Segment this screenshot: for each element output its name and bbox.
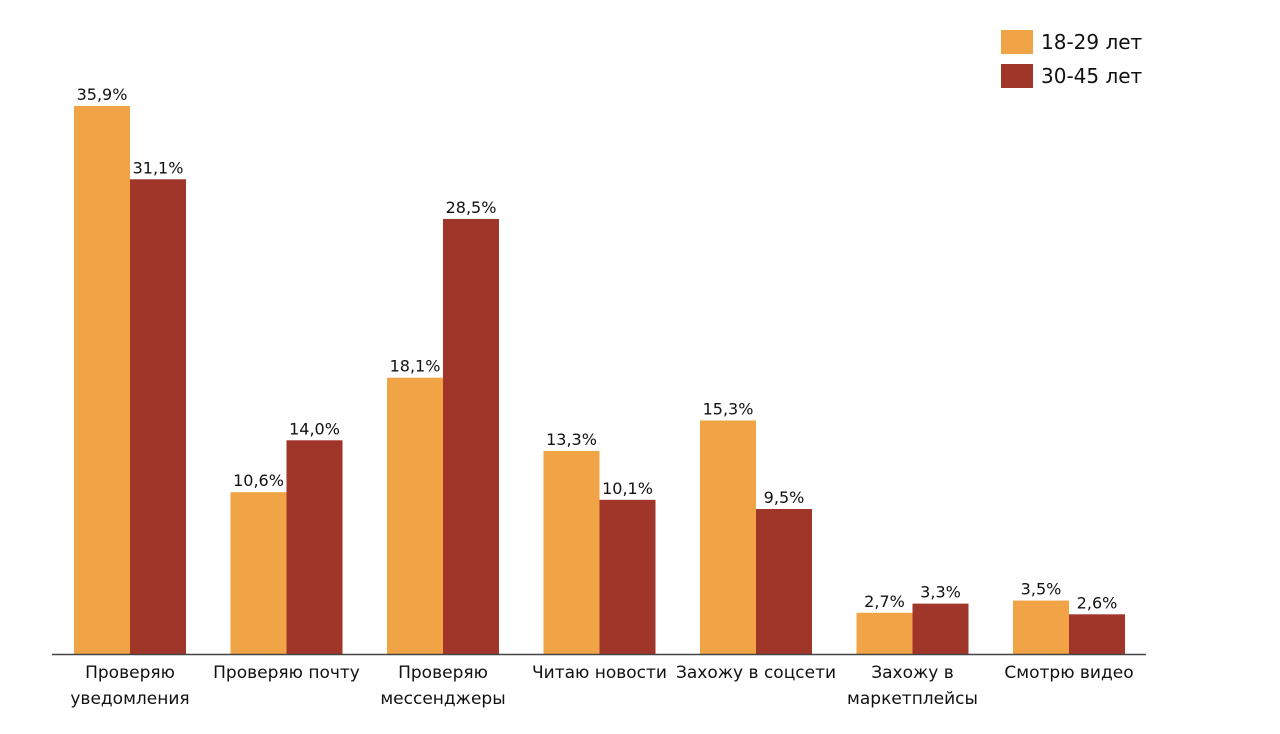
category-label-6: Смотрю видео — [1004, 663, 1133, 683]
bars-layer — [74, 106, 1125, 654]
legend-swatch-series-b — [1001, 64, 1033, 88]
value-label-series-a-4: 15,3% — [703, 399, 754, 418]
value-label-series-b-6: 2,6% — [1077, 593, 1118, 612]
category-label-5: Захожу в маркетплейсы — [847, 663, 978, 709]
value-label-series-b-4: 9,5% — [764, 488, 805, 507]
value-label-series-b-0: 31,1% — [133, 158, 184, 177]
category-label-2: Проверяю мессенджеры — [380, 663, 505, 709]
bar-series-a-3 — [543, 450, 600, 654]
bar-series-b-6 — [1069, 614, 1125, 654]
bar-series-a-5 — [856, 612, 913, 654]
value-label-series-a-3: 13,3% — [546, 430, 597, 449]
value-label-series-a-0: 35,9% — [77, 85, 128, 104]
value-label-series-b-1: 14,0% — [289, 419, 340, 438]
legend-label-series-b: 30-45 лет — [1041, 64, 1143, 88]
bar-series-a-6 — [1013, 600, 1069, 654]
category-labels-layer: Проверяю уведомления Проверяю почту Проверя… — [70, 663, 1133, 709]
value-label-series-a-2: 18,1% — [390, 357, 441, 376]
bar-series-b-5 — [912, 603, 969, 654]
legend-label-series-a: 18-29 лет — [1041, 30, 1143, 54]
bar-series-a-4 — [700, 420, 756, 654]
value-label-series-a-1: 10,6% — [233, 471, 284, 490]
category-label-0: Проверяю уведомления — [70, 663, 189, 709]
legend: 18-29 лет 30-45 лет — [1001, 30, 1143, 88]
bar-series-a-0 — [74, 106, 130, 654]
category-label-4: Захожу в соцсети — [676, 663, 836, 683]
category-label-3: Читаю новости — [532, 663, 667, 683]
category-label-1: Проверяю почту — [213, 663, 360, 683]
value-label-series-b-2: 28,5% — [446, 198, 497, 217]
value-label-series-b-3: 10,1% — [602, 479, 653, 498]
bar-series-b-0 — [130, 179, 186, 654]
value-label-series-b-5: 3,3% — [920, 583, 961, 602]
bar-series-b-2 — [443, 218, 499, 654]
value-labels-layer: 35,9% 31,1% 10,6% 14,0% 18,1% 28,5% 13,3% 10,1%… — [77, 85, 1118, 612]
value-label-series-a-6: 3,5% — [1021, 580, 1062, 599]
bar-series-b-3 — [599, 499, 656, 654]
value-label-series-a-5: 2,7% — [864, 592, 905, 611]
bar-series-a-1 — [230, 492, 287, 654]
legend-swatch-series-a — [1001, 30, 1033, 54]
bar-series-b-4 — [756, 508, 812, 654]
bar-series-a-2 — [387, 377, 443, 654]
bar-series-b-1 — [286, 440, 343, 654]
